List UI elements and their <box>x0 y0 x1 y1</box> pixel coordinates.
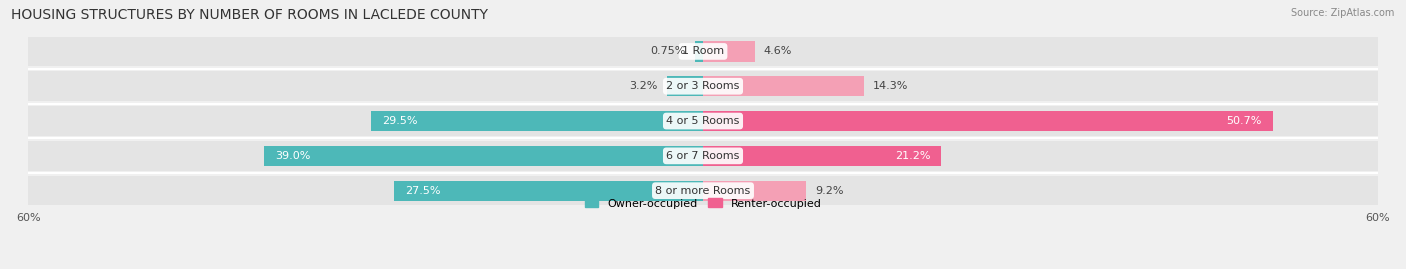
Bar <box>703 76 863 96</box>
Bar <box>703 72 1378 101</box>
Text: 29.5%: 29.5% <box>382 116 418 126</box>
Text: Source: ZipAtlas.com: Source: ZipAtlas.com <box>1291 8 1395 18</box>
Bar <box>28 37 703 66</box>
Text: 3.2%: 3.2% <box>630 81 658 91</box>
Text: 8 or more Rooms: 8 or more Rooms <box>655 186 751 196</box>
Text: 14.3%: 14.3% <box>873 81 908 91</box>
Legend: Owner-occupied, Renter-occupied: Owner-occupied, Renter-occupied <box>581 194 825 213</box>
Text: HOUSING STRUCTURES BY NUMBER OF ROOMS IN LACLEDE COUNTY: HOUSING STRUCTURES BY NUMBER OF ROOMS IN… <box>11 8 488 22</box>
Bar <box>695 41 703 62</box>
Bar <box>371 111 703 131</box>
Text: 4 or 5 Rooms: 4 or 5 Rooms <box>666 116 740 126</box>
Text: 2 or 3 Rooms: 2 or 3 Rooms <box>666 81 740 91</box>
Bar <box>703 180 807 201</box>
Text: 39.0%: 39.0% <box>276 151 311 161</box>
Bar <box>703 41 755 62</box>
Text: 1 Room: 1 Room <box>682 47 724 56</box>
Text: 50.7%: 50.7% <box>1226 116 1263 126</box>
Text: 21.2%: 21.2% <box>894 151 931 161</box>
Bar <box>703 111 1274 131</box>
Bar <box>28 176 703 206</box>
Bar <box>28 106 703 136</box>
Text: 9.2%: 9.2% <box>815 186 844 196</box>
Text: 0.75%: 0.75% <box>650 47 686 56</box>
Bar <box>703 106 1378 136</box>
Bar <box>703 141 1378 171</box>
Bar <box>264 146 703 166</box>
Bar <box>703 146 942 166</box>
Bar <box>28 141 703 171</box>
Text: 27.5%: 27.5% <box>405 186 440 196</box>
Bar <box>666 76 703 96</box>
Bar <box>394 180 703 201</box>
Text: 4.6%: 4.6% <box>763 47 792 56</box>
Bar <box>703 37 1378 66</box>
Bar <box>28 72 703 101</box>
Bar <box>703 176 1378 206</box>
Text: 6 or 7 Rooms: 6 or 7 Rooms <box>666 151 740 161</box>
